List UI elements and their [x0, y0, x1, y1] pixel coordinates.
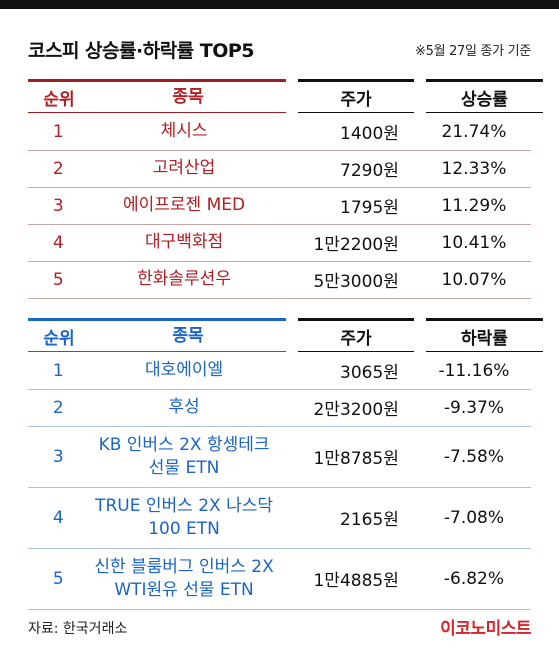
fall-row-5: 5 신한 블룸버그 인버스 2X WTI원유 선물 ETN 1만4885원 -6…	[28, 548, 531, 610]
stock-name-cell: 한화솔루션우	[137, 269, 231, 290]
rank-cell: 5	[52, 568, 64, 589]
rate-cell: 10.07%	[441, 269, 507, 290]
rate-cell: -6.82%	[443, 568, 505, 589]
fall-header-name: 종목	[90, 318, 286, 352]
fall-table-header: 순위 종목 주가 하락률	[28, 318, 543, 352]
rank-cell: 4	[52, 507, 64, 528]
rate-cell: 11.29%	[441, 195, 507, 216]
rank-cell: 3	[52, 446, 64, 467]
price-cell: 2만3200원	[313, 400, 399, 420]
price-cell: 7290원	[340, 161, 399, 181]
fall-header-rank: 순위	[28, 318, 90, 352]
rank-cell: 4	[52, 232, 64, 253]
rise-row-2: 2 고려산업 7290원 12.33%	[28, 150, 531, 188]
rank-cell: 2	[52, 397, 64, 418]
rise-row-3: 3 에이프로젠 MED 1795원 11.29%	[28, 187, 531, 225]
rise-header-price: 주가	[298, 79, 414, 113]
rate-cell: -9.37%	[443, 397, 505, 418]
price-cell: 1400원	[340, 124, 399, 144]
fall-row-2: 2 후성 2만3200원 -9.37%	[28, 389, 531, 427]
price-cell: 1795원	[340, 198, 399, 218]
stock-name-cell: TRUE 인버스 2X 나스닥 100 ETN	[95, 495, 273, 539]
rank-cell: 3	[52, 195, 64, 216]
rise-header-rate: 상승률	[426, 79, 543, 113]
publisher-logo: 이코노미스트	[440, 619, 531, 639]
rate-cell: 10.41%	[441, 232, 507, 253]
fall-row-4: 4 TRUE 인버스 2X 나스닥 100 ETN 2165원 -7.08%	[28, 487, 531, 549]
top-bar	[0, 0, 559, 9]
price-cell: 5만3000원	[313, 272, 399, 292]
rank-cell: 1	[52, 360, 64, 381]
price-cell: 3065원	[340, 363, 399, 383]
fall-header-price: 주가	[298, 318, 414, 352]
stock-name-cell: 에이프로젠 MED	[122, 195, 246, 216]
stock-name-cell: 체시스	[160, 121, 208, 142]
rate-cell: -7.08%	[443, 507, 505, 528]
rise-row-5: 5 한화솔루션우 5만3000원 10.07%	[28, 261, 531, 299]
stock-name-cell: 대호에이엘	[144, 360, 224, 381]
price-cell: 1만8785원	[313, 449, 399, 469]
stock-name-cell: 신한 블룸버그 인버스 2X WTI원유 선물 ETN	[94, 556, 274, 600]
fall-header-rate: 하락률	[426, 318, 543, 352]
rise-table-header: 순위 종목 주가 상승률	[28, 79, 543, 113]
rank-cell: 1	[52, 121, 64, 142]
rise-row-4: 4 대구백화점 1만2200원 10.41%	[28, 224, 531, 262]
stock-name-cell: 대구백화점	[144, 232, 224, 253]
rise-header-name: 종목	[90, 79, 286, 113]
rate-cell: -7.58%	[443, 446, 505, 467]
page-title: 코스피 상승률·하락률 TOP5	[28, 40, 255, 62]
rise-header-rank: 순위	[28, 79, 90, 113]
stock-name-cell: KB 인버스 2X 항셍테크 선물 ETN	[98, 434, 270, 478]
price-cell: 1만4885원	[313, 571, 399, 591]
rate-cell: 21.74%	[441, 121, 507, 142]
price-cell: 2165원	[340, 510, 399, 530]
fall-row-3: 3 KB 인버스 2X 항셍테크 선물 ETN 1만8785원 -7.58%	[28, 426, 531, 488]
rate-cell: 12.33%	[441, 158, 507, 179]
fall-row-1: 1 대호에이엘 3065원 -11.16%	[28, 352, 531, 390]
rank-cell: 5	[52, 269, 64, 290]
stock-name-cell: 후성	[168, 397, 200, 418]
rise-row-1: 1 체시스 1400원 21.74%	[28, 113, 531, 151]
source-note: 자료: 한국거래소	[28, 621, 128, 637]
rank-cell: 2	[52, 158, 64, 179]
rate-cell: -11.16%	[438, 360, 510, 381]
basis-note: ※5월 27일 종가 기준	[415, 44, 531, 59]
stock-name-cell: 고려산업	[152, 158, 216, 179]
price-cell: 1만2200원	[313, 235, 399, 255]
